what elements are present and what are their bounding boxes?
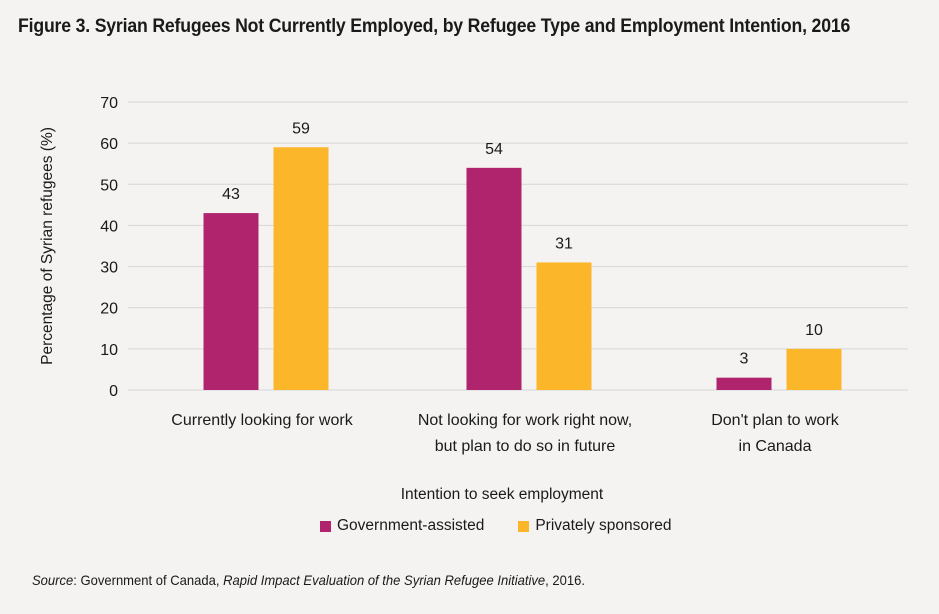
bar-government-assisted (203, 213, 259, 390)
source-note: Source: Government of Canada, Rapid Impa… (32, 572, 585, 588)
y-tick-label: 40 (100, 218, 118, 235)
y-tick-label: 20 (100, 301, 118, 318)
y-tick-label: 50 (100, 177, 118, 194)
bar-government-assisted (466, 167, 522, 390)
data-label: 59 (292, 120, 310, 137)
x-tick-label: but plan to do so in future (435, 438, 616, 455)
x-tick-labels: Currently looking for work Not looking fo… (171, 412, 839, 455)
y-tick-label: 0 (109, 383, 118, 400)
data-label: 54 (485, 141, 503, 158)
bar-privately-sponsored (786, 348, 842, 390)
legend-item-privately-sponsored: Privately sponsored (518, 517, 671, 535)
y-axis-label: Percentage of Syrian refugees (%) (39, 127, 56, 365)
x-tick-label: in Canada (739, 438, 812, 455)
y-tick-label: 30 (100, 260, 118, 277)
bar-privately-sponsored (536, 262, 592, 390)
bar-government-assisted (716, 377, 772, 390)
y-tick-labels: 0 10 20 30 40 50 60 70 (100, 95, 118, 400)
x-axis-label: Intention to seek employment (400, 486, 604, 503)
source-label: Source (32, 572, 74, 588)
legend-item-government-assisted: Government-assisted (320, 517, 484, 535)
data-labels: 43 59 54 31 3 10 (222, 120, 823, 367)
source-year: , 2016. (545, 572, 585, 588)
x-tick-label: Don't plan to work (711, 412, 840, 429)
data-label: 10 (805, 322, 823, 339)
y-tick-label: 70 (100, 95, 118, 112)
y-tick-label: 10 (100, 342, 118, 359)
data-label: 31 (555, 235, 573, 252)
x-tick-label: Currently looking for work (171, 412, 353, 429)
y-tick-label: 60 (100, 136, 118, 153)
bars (203, 147, 842, 390)
chart-title: Figure 3. Syrian Refugees Not Currently … (18, 16, 851, 37)
data-label: 43 (222, 186, 240, 203)
source-report-title: Rapid Impact Evaluation of the Syrian Re… (223, 572, 546, 588)
source-text: : Government of Canada, (73, 572, 224, 588)
legend-swatch-government-assisted (320, 520, 331, 532)
legend-label: Government-assisted (337, 517, 485, 534)
legend-label: Privately sponsored (535, 517, 672, 534)
bar-privately-sponsored (273, 147, 329, 390)
legend-swatch-privately-sponsored (518, 520, 530, 532)
legend: Government-assisted Privately sponsored (320, 517, 705, 535)
data-label: 3 (740, 351, 749, 368)
x-tick-label: Not looking for work right now, (418, 412, 632, 429)
